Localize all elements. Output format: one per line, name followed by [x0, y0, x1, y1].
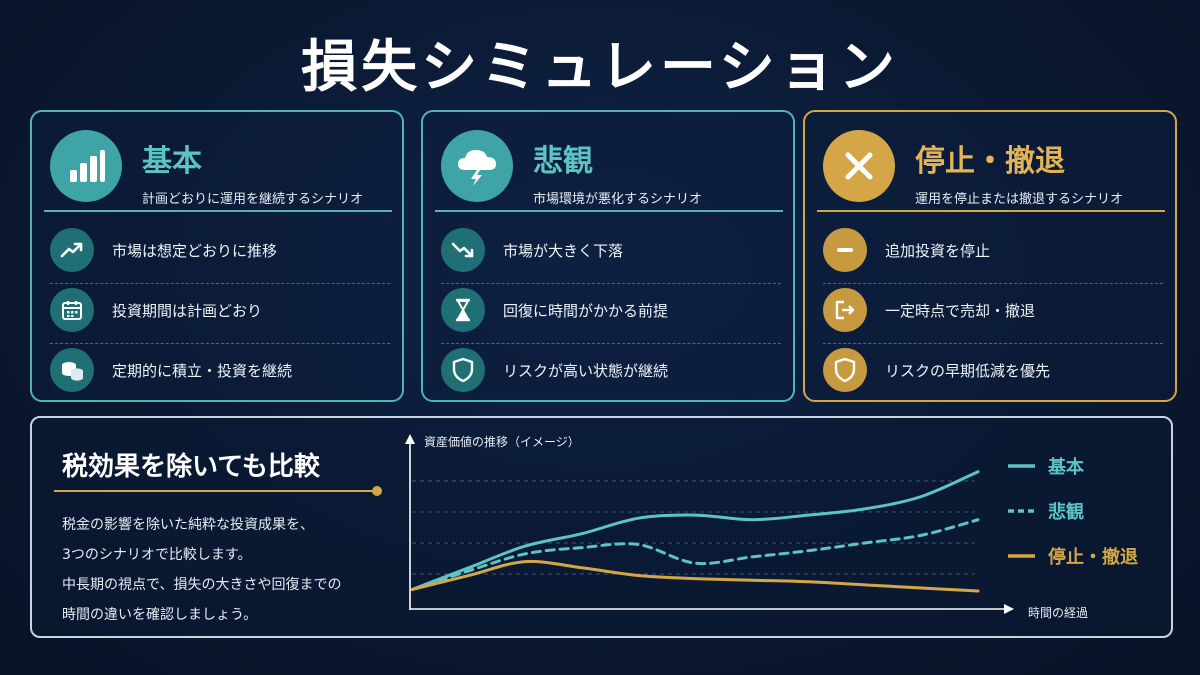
list-item: リスクが高い状態が継続	[441, 338, 781, 398]
item-label: 回復に時間がかかる前提	[503, 302, 669, 320]
divider	[441, 283, 781, 284]
comparison-panel: 税効果を除いても比較 税金の影響を除いた純粋な投資成果を、 3つのシナリオで比較…	[30, 416, 1173, 638]
minus-icon	[823, 228, 867, 272]
panel-text-line: 3つのシナリオで比較します。	[62, 547, 252, 563]
shield-icon	[441, 348, 485, 392]
exit-icon	[823, 288, 867, 332]
divider	[435, 210, 783, 212]
page-title: 損失シミュレーション	[301, 35, 899, 100]
divider	[50, 343, 390, 344]
shield-icon	[823, 348, 867, 392]
divider	[441, 343, 781, 344]
item-label: 市場が大きく下落	[503, 242, 624, 260]
item-label: リスクが高い状態が継続	[503, 362, 669, 380]
scenario-card-basic: 基本 計画どおりに運用を継続するシナリオ 市場は想定どおりに推移 投資期間は計画…	[30, 110, 404, 402]
trend-down-icon	[441, 228, 485, 272]
divider	[54, 490, 376, 492]
item-label: 追加投資を停止	[885, 242, 991, 260]
coins-icon	[50, 348, 94, 392]
item-label: 投資期間は計画どおり	[112, 302, 263, 320]
item-label: 一定時点で売却・撤退	[885, 302, 1036, 320]
divider	[50, 283, 390, 284]
list-item: 定期的に積立・投資を継続	[50, 338, 390, 398]
divider	[817, 210, 1165, 212]
list-item: 追加投資を停止	[823, 218, 1163, 284]
card-subtitle: 市場環境が悪化するシナリオ	[533, 192, 703, 207]
card-subtitle: 計画どおりに運用を継続するシナリオ	[142, 192, 364, 207]
item-label: リスクの早期低減を優先	[885, 362, 1051, 380]
bar-chart-icon	[50, 130, 122, 202]
storm-cloud-icon	[441, 130, 513, 202]
item-label: 市場は想定どおりに推移	[112, 242, 278, 260]
panel-text-line: 税金の影響を除いた純粋な投資成果を、	[62, 517, 314, 533]
card-title: 基本	[142, 144, 202, 179]
list-item: 市場は想定どおりに推移	[50, 218, 390, 284]
item-label: 定期的に積立・投資を継続	[112, 362, 293, 380]
close-icon	[823, 130, 895, 202]
panel-text-line: 中長期の視点で、損失の大きさや回復までの	[62, 577, 342, 593]
hourglass-icon	[441, 288, 485, 332]
list-item: リスクの早期低減を優先	[823, 338, 1163, 398]
list-item: 投資期間は計画どおり	[50, 278, 390, 344]
panel-text-line: 時間の違いを確認しましょう。	[62, 607, 258, 623]
scenario-card-pessimistic: 悲観 市場環境が悪化するシナリオ 市場が大きく下落 回復に時間がかかる前提 リス…	[421, 110, 795, 402]
list-item: 一定時点で売却・撤退	[823, 278, 1163, 344]
scenario-card-withdrawal: 停止・撤退 運用を停止または撤退するシナリオ 追加投資を停止 一定時点で売却・撤…	[803, 110, 1177, 402]
divider	[44, 210, 392, 212]
card-title: 停止・撤退	[915, 144, 1065, 179]
trend-up-icon	[50, 228, 94, 272]
list-item: 市場が大きく下落	[441, 218, 781, 284]
divider	[823, 283, 1163, 284]
calendar-icon	[50, 288, 94, 332]
divider	[823, 343, 1163, 344]
panel-title: 税効果を除いても比較	[62, 452, 320, 482]
card-subtitle: 運用を停止または撤退するシナリオ	[915, 192, 1124, 207]
list-item: 回復に時間がかかる前提	[441, 278, 781, 344]
card-title: 悲観	[533, 144, 593, 179]
divider-dot	[372, 486, 382, 496]
